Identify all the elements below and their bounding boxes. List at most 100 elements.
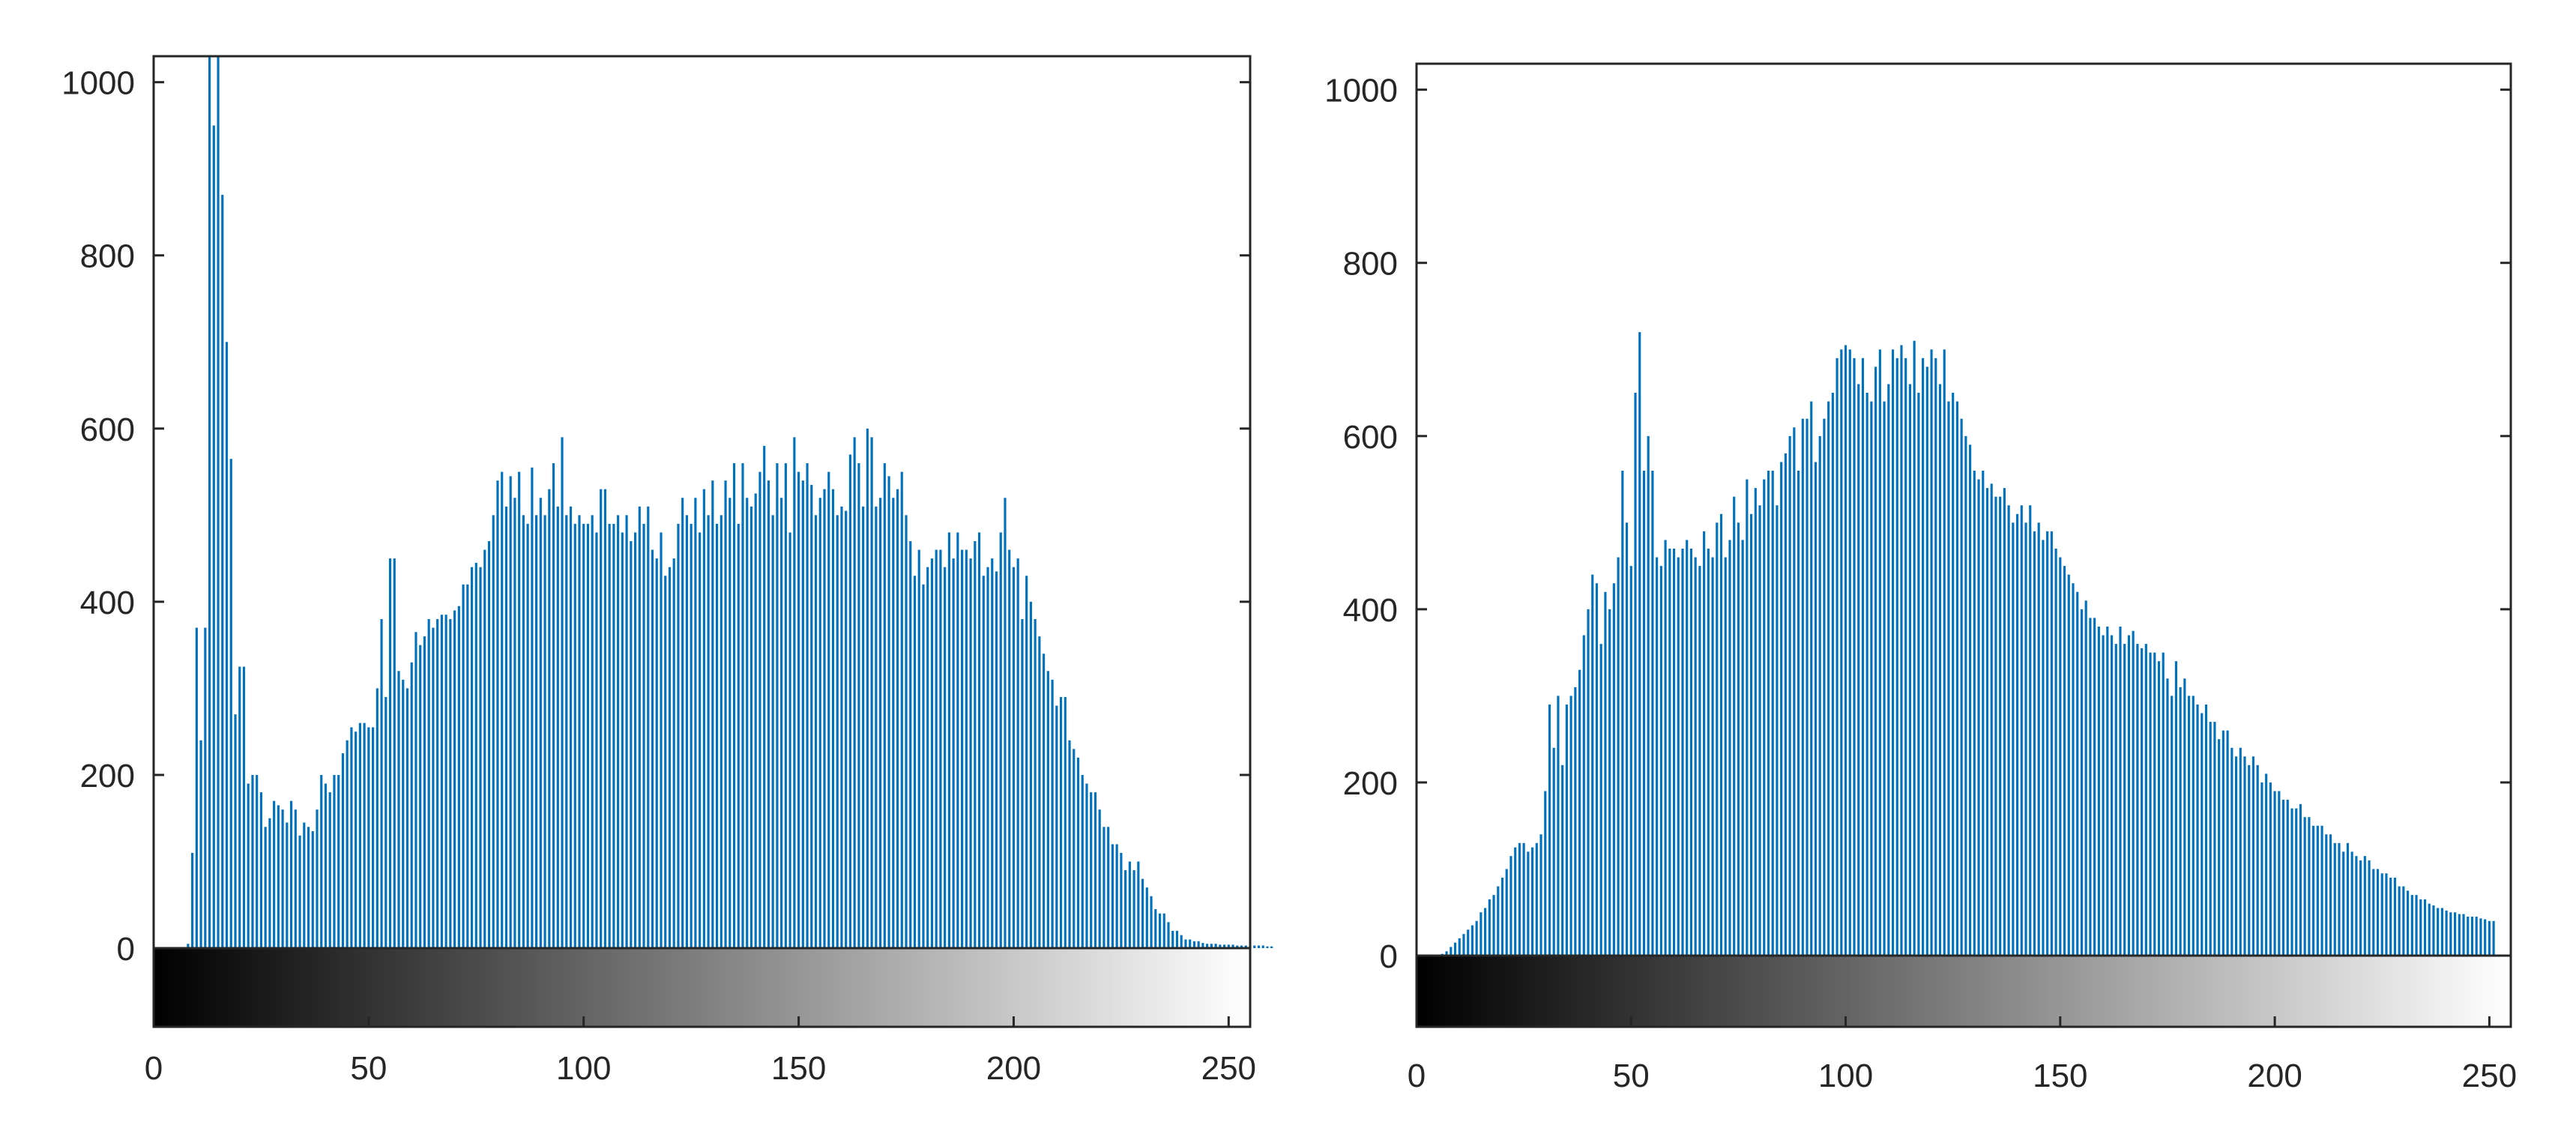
bar bbox=[1150, 896, 1153, 948]
bar bbox=[2119, 626, 2122, 956]
bar bbox=[1450, 947, 1453, 956]
bar bbox=[212, 125, 215, 948]
bar bbox=[2042, 540, 2045, 956]
bar bbox=[707, 515, 710, 948]
bar bbox=[2110, 635, 2114, 956]
bar bbox=[419, 645, 422, 948]
bar bbox=[2303, 817, 2306, 956]
bar bbox=[2278, 791, 2281, 956]
bar bbox=[1244, 945, 1247, 948]
bar bbox=[268, 818, 271, 948]
bar bbox=[2209, 722, 2212, 956]
bar bbox=[2024, 522, 2027, 956]
bar bbox=[2132, 630, 2135, 956]
bar-series bbox=[1441, 332, 2495, 956]
bar bbox=[1154, 909, 1157, 948]
x-tick-label: 150 bbox=[771, 1050, 826, 1087]
x-tick-label: 200 bbox=[986, 1050, 1041, 1087]
y-tick-label: 800 bbox=[80, 238, 135, 275]
bar bbox=[2239, 747, 2242, 956]
bar bbox=[1068, 740, 1071, 948]
bar bbox=[814, 515, 818, 948]
bar bbox=[1128, 861, 1131, 948]
bar bbox=[1982, 471, 1985, 956]
bar bbox=[380, 618, 383, 948]
bar bbox=[2402, 886, 2405, 956]
bar bbox=[2462, 914, 2465, 956]
bar bbox=[2196, 704, 2199, 956]
bar bbox=[1707, 548, 1710, 956]
bar bbox=[402, 679, 405, 948]
bar bbox=[1908, 384, 1912, 956]
bar bbox=[286, 822, 289, 948]
bar bbox=[2251, 756, 2255, 956]
bar bbox=[1737, 522, 1740, 956]
bar bbox=[1806, 418, 1809, 956]
bar bbox=[531, 467, 534, 948]
bar bbox=[595, 532, 598, 948]
bar bbox=[496, 480, 499, 948]
y-tick-label: 800 bbox=[1343, 246, 1398, 283]
bar bbox=[1728, 540, 1731, 956]
bar bbox=[1492, 895, 1495, 956]
bar bbox=[423, 636, 426, 948]
bar bbox=[732, 463, 736, 948]
bar bbox=[539, 498, 542, 948]
bar bbox=[526, 523, 529, 948]
bar bbox=[1531, 847, 1534, 956]
bar bbox=[625, 515, 628, 948]
y-tick-label: 600 bbox=[1343, 419, 1398, 456]
bar bbox=[324, 783, 328, 948]
bar bbox=[504, 506, 508, 948]
bar bbox=[746, 498, 749, 948]
bar bbox=[1552, 747, 1555, 956]
bar bbox=[1557, 696, 1560, 956]
bar bbox=[685, 515, 688, 948]
bar bbox=[1094, 792, 1097, 948]
bar bbox=[1051, 679, 1054, 948]
bar bbox=[1977, 479, 1980, 956]
bar bbox=[1257, 945, 1261, 948]
bar bbox=[1210, 944, 1213, 948]
bar bbox=[1012, 567, 1016, 948]
bar bbox=[1214, 944, 1217, 948]
bar bbox=[2290, 808, 2293, 956]
bar bbox=[410, 662, 413, 948]
bar bbox=[1827, 401, 1830, 956]
bar bbox=[1171, 930, 1174, 948]
x-tick-label: 200 bbox=[2247, 1058, 2302, 1094]
bar bbox=[771, 515, 774, 948]
bar bbox=[367, 727, 370, 948]
bar bbox=[479, 567, 482, 948]
bar bbox=[1865, 393, 1868, 956]
bar bbox=[2320, 825, 2323, 956]
bar bbox=[2050, 531, 2053, 956]
bar bbox=[690, 523, 693, 948]
bar bbox=[1793, 427, 1796, 956]
bar bbox=[1668, 548, 1671, 956]
bar bbox=[1922, 358, 1925, 956]
bar bbox=[2312, 825, 2315, 956]
bar bbox=[603, 489, 606, 948]
bar bbox=[1985, 488, 1989, 956]
bar bbox=[483, 549, 486, 948]
bar bbox=[1565, 704, 1568, 956]
bar bbox=[642, 523, 645, 948]
bar bbox=[1145, 887, 1148, 948]
bar bbox=[870, 437, 873, 948]
bar bbox=[1236, 945, 1239, 948]
bar bbox=[2080, 609, 2084, 956]
bar bbox=[2084, 600, 2087, 956]
bar bbox=[1780, 462, 1783, 956]
bar bbox=[2410, 895, 2413, 956]
bar bbox=[853, 437, 856, 948]
bar bbox=[1484, 908, 1487, 956]
bar bbox=[1219, 944, 1222, 948]
bar bbox=[1475, 920, 1478, 956]
bar bbox=[375, 688, 378, 948]
bar bbox=[1518, 842, 1521, 956]
bar bbox=[1608, 609, 1611, 956]
bar bbox=[1124, 870, 1127, 948]
bar bbox=[195, 627, 198, 948]
bar bbox=[2054, 548, 2057, 956]
